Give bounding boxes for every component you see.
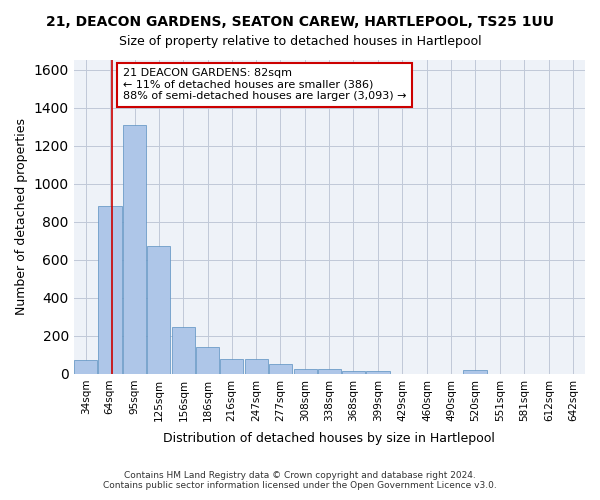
Text: 21 DEACON GARDENS: 82sqm
← 11% of detached houses are smaller (386)
88% of semi-: 21 DEACON GARDENS: 82sqm ← 11% of detach… <box>122 68 406 102</box>
Text: Size of property relative to detached houses in Hartlepool: Size of property relative to detached ho… <box>119 35 481 48</box>
Bar <box>196 348 219 374</box>
Text: 21, DEACON GARDENS, SEATON CAREW, HARTLEPOOL, TS25 1UU: 21, DEACON GARDENS, SEATON CAREW, HARTLE… <box>46 15 554 29</box>
Text: Contains HM Land Registry data © Crown copyright and database right 2024.
Contai: Contains HM Land Registry data © Crown c… <box>103 470 497 490</box>
Bar <box>269 364 292 374</box>
Bar <box>98 206 122 374</box>
Bar <box>463 370 487 374</box>
Bar <box>123 124 146 374</box>
Bar <box>317 369 341 374</box>
Bar <box>172 328 195 374</box>
Bar <box>220 358 244 374</box>
Bar <box>293 369 317 374</box>
Bar <box>341 371 365 374</box>
Bar <box>245 358 268 374</box>
Y-axis label: Number of detached properties: Number of detached properties <box>15 118 28 316</box>
Bar <box>147 246 170 374</box>
X-axis label: Distribution of detached houses by size in Hartlepool: Distribution of detached houses by size … <box>163 432 495 445</box>
Bar <box>74 360 97 374</box>
Bar <box>367 371 390 374</box>
